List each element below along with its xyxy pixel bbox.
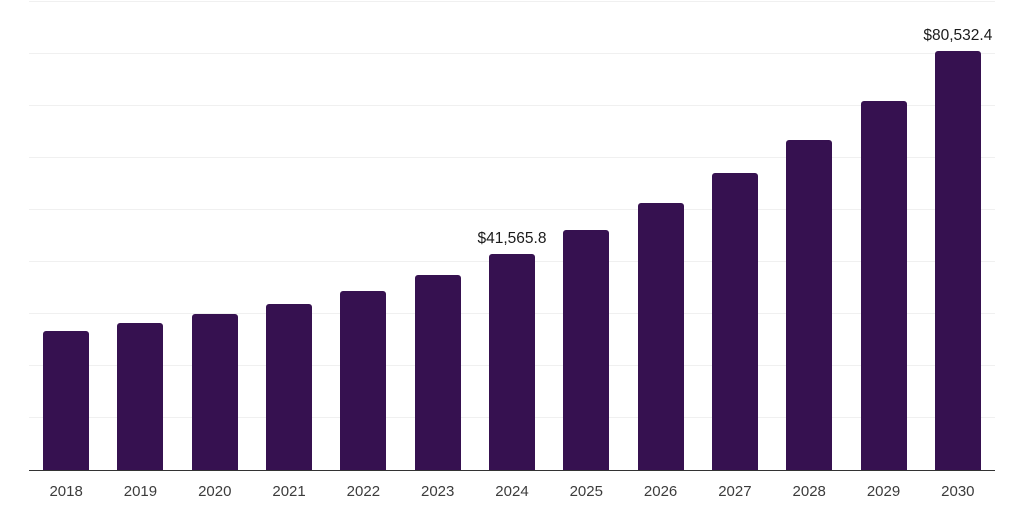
x-tick-label-2018: 2018: [49, 483, 83, 500]
plot-area: $41,565.8 $80,532.4: [29, 1, 995, 471]
x-tick-label-2027: 2027: [718, 483, 752, 500]
x-tick-label-2020: 2020: [198, 483, 232, 500]
bar-2025: [563, 230, 610, 470]
x-axis-labels: 2018 2019 2020 2021 2022 2023 2024 2025 2026 2027…: [29, 483, 995, 505]
bar-2020: [191, 313, 238, 470]
x-tick-label-2019: 2019: [123, 483, 158, 500]
gridline: [29, 53, 995, 54]
bar-2029: [860, 101, 907, 470]
value-label-2030: $80,532.4: [923, 27, 993, 45]
x-tick-label-2028: 2028: [792, 483, 826, 500]
gridline: [29, 105, 995, 106]
bar-2028: [786, 140, 833, 470]
value-label-2024: $41,565.8: [477, 229, 547, 247]
bar-2030: [934, 51, 981, 470]
x-tick-label-2026: 2026: [643, 483, 678, 500]
x-tick-label-2030: 2030: [941, 483, 975, 500]
bar-2021: [266, 304, 313, 470]
bar-2022: [340, 291, 387, 470]
x-tick-label-2023: 2023: [420, 483, 455, 500]
x-tick-label-2021: 2021: [272, 483, 306, 500]
bar-2023: [414, 275, 461, 470]
x-tick-label-2029: 2029: [866, 483, 901, 500]
bar-2024: [489, 253, 535, 470]
x-tick-label-2022: 2022: [346, 483, 381, 500]
gridline: [29, 209, 995, 210]
bar-2019: [117, 323, 164, 470]
bar-2026: [637, 203, 684, 470]
gridline: [29, 1, 995, 2]
x-tick-label-2024: 2024: [495, 483, 529, 500]
bar-2018: [43, 331, 90, 470]
x-tick-label-2025: 2025: [569, 483, 603, 500]
bar-2027: [711, 172, 758, 470]
gridline: [29, 157, 995, 158]
